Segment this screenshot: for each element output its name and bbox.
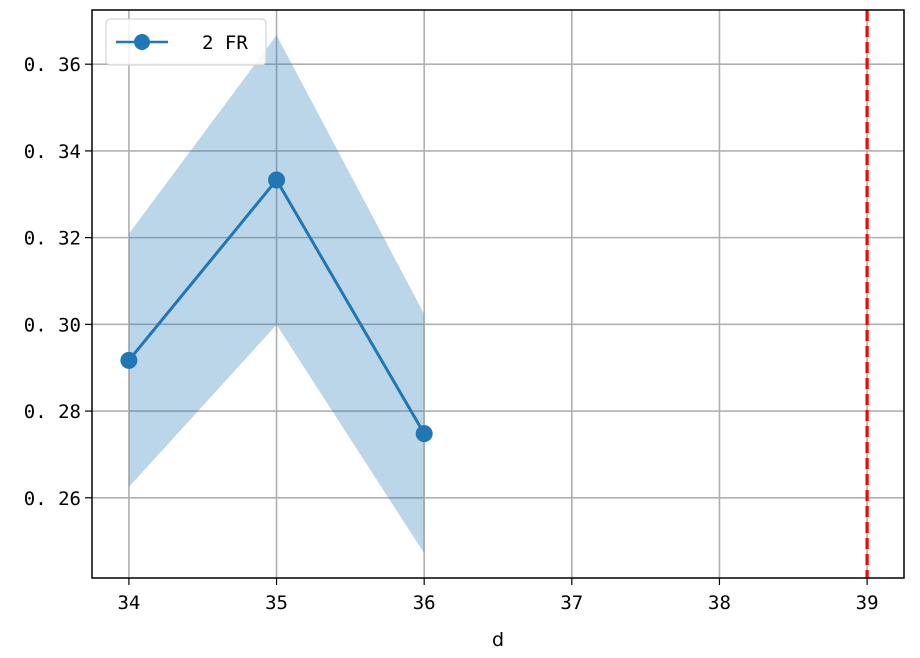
data-point bbox=[120, 351, 138, 369]
y-tick-label: 0. 26 bbox=[24, 488, 81, 510]
data-point bbox=[268, 171, 286, 189]
y-tick-label: 0. 28 bbox=[24, 401, 81, 423]
x-tick-label: 39 bbox=[856, 592, 879, 614]
x-tick-label: 36 bbox=[413, 592, 436, 614]
legend-label: 2 FR bbox=[202, 32, 248, 54]
legend-frame bbox=[105, 18, 267, 66]
series-lines bbox=[120, 171, 433, 443]
x-axis-title: d bbox=[492, 629, 504, 651]
x-tick-label: 34 bbox=[117, 592, 140, 614]
y-axis: 0. 26 0. 28 0. 30 0. 32 0. 34 0. 36 bbox=[24, 54, 92, 510]
x-tick-label: 37 bbox=[560, 592, 583, 614]
plot-frame bbox=[91, 9, 905, 579]
y-tick-label: 0. 36 bbox=[24, 54, 81, 76]
data-point bbox=[415, 425, 433, 443]
x-tick-label: 35 bbox=[265, 592, 288, 614]
series-confidence-band bbox=[128, 35, 425, 554]
legend-marker-swatch bbox=[134, 34, 150, 50]
y-tick-label: 0. 34 bbox=[24, 141, 81, 163]
confidence-band bbox=[128, 35, 425, 554]
legend: 2 FR bbox=[105, 18, 267, 66]
y-tick-label: 0. 30 bbox=[24, 314, 81, 336]
y-tick-label: 0. 32 bbox=[24, 228, 81, 250]
grid-lines bbox=[92, 10, 904, 578]
x-axis: 34 35 36 37 38 39 bbox=[117, 578, 879, 614]
x-tick-label: 38 bbox=[708, 592, 731, 614]
